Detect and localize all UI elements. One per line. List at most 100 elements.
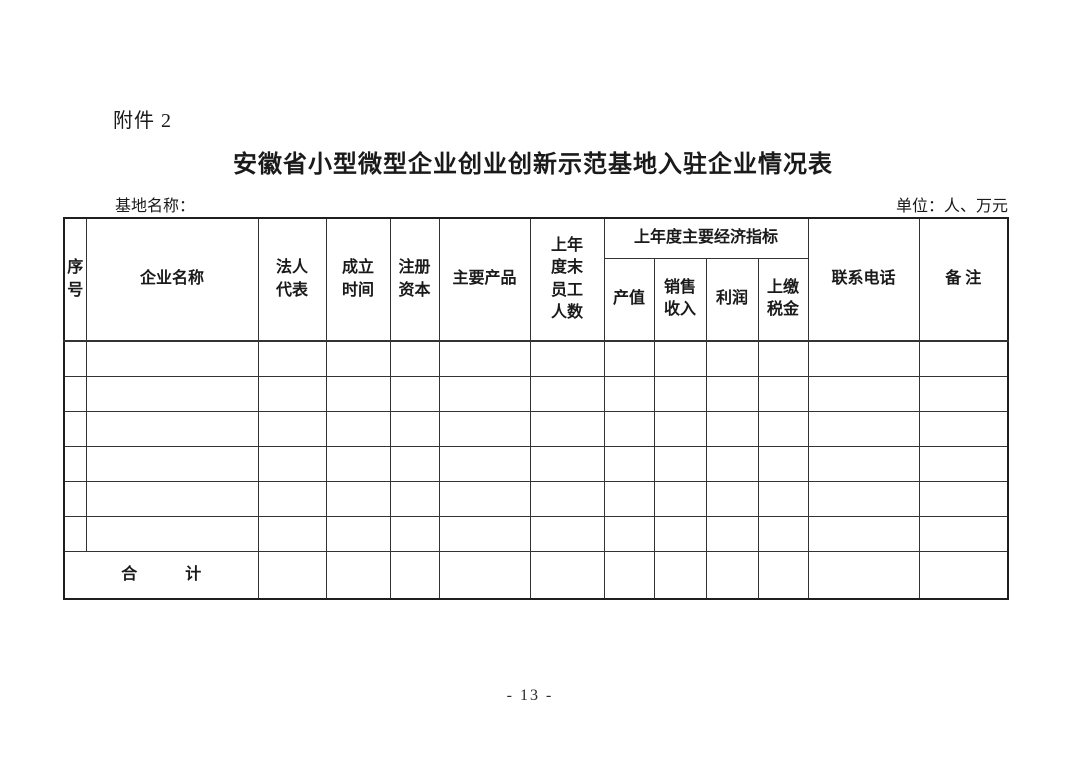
table-cell — [257, 515, 327, 552]
table-cell — [529, 375, 605, 412]
table-cell — [757, 480, 809, 517]
table-cell — [807, 375, 920, 412]
base-name-label: 基地名称： — [115, 198, 196, 215]
table-cell — [389, 410, 440, 447]
table-cell — [63, 445, 87, 482]
table-cell — [257, 445, 327, 482]
table-cell — [757, 445, 809, 482]
total-cell — [438, 550, 531, 600]
col-header-company: 企业名称 — [85, 217, 259, 342]
table-cell — [325, 445, 391, 482]
table-cell — [85, 515, 259, 552]
table-cell — [257, 410, 327, 447]
total-cell — [705, 550, 759, 600]
col-header-legal-rep: 法人 代表 — [257, 217, 327, 342]
table-cell — [603, 515, 655, 552]
table-cell — [918, 480, 1009, 517]
col-header-profit: 利润 — [705, 257, 759, 342]
table-cell — [529, 340, 605, 377]
table-cell — [438, 515, 531, 552]
col-header-founded: 成立 时间 — [325, 217, 391, 342]
table-cell — [918, 340, 1009, 377]
table-cell — [603, 340, 655, 377]
table-cell — [653, 340, 707, 377]
table-cell — [389, 445, 440, 482]
table-cell — [438, 445, 531, 482]
table-cell — [257, 375, 327, 412]
table-cell — [603, 480, 655, 517]
col-header-tax: 上缴 税金 — [757, 257, 809, 342]
table-cell — [325, 340, 391, 377]
table-row — [63, 480, 1009, 517]
table-cell — [85, 410, 259, 447]
col-header-remarks: 备 注 — [918, 217, 1009, 342]
table-cell — [63, 375, 87, 412]
table-cell — [529, 515, 605, 552]
table-cell — [325, 515, 391, 552]
table-cell — [325, 410, 391, 447]
table-footer: 合 计 — [63, 550, 1009, 600]
table-cell — [705, 445, 759, 482]
table-meta-row: 基地名称： 单位：人、万元 — [115, 192, 1008, 216]
table-cell — [529, 410, 605, 447]
table-cell — [85, 480, 259, 517]
table-cell — [653, 445, 707, 482]
table-cell — [807, 480, 920, 517]
table-cell — [757, 410, 809, 447]
table-cell — [603, 410, 655, 447]
table-cell — [918, 515, 1009, 552]
table-cell — [705, 340, 759, 377]
table-cell — [438, 375, 531, 412]
unit-label: 单位：人、万元 — [895, 198, 1008, 215]
col-header-sales: 销售 收入 — [653, 257, 707, 342]
enterprise-table: 序 号 企业名称 法人 代表 成立 时间 注册 资本 主要产品 上年 度末 员工… — [63, 217, 1010, 600]
table-row — [63, 515, 1009, 552]
table-cell — [807, 410, 920, 447]
total-cell — [807, 550, 920, 600]
total-cell — [257, 550, 327, 600]
table-cell — [389, 515, 440, 552]
table-cell — [807, 340, 920, 377]
table-cell — [389, 480, 440, 517]
table-cell — [705, 480, 759, 517]
total-row: 合 计 — [63, 550, 1009, 600]
table-cell — [757, 375, 809, 412]
table-cell — [757, 515, 809, 552]
table-cell — [603, 375, 655, 412]
table-cell — [653, 375, 707, 412]
table-cell — [63, 340, 87, 377]
table-body — [63, 340, 1009, 552]
col-header-capital: 注册 资本 — [389, 217, 440, 342]
table-cell — [85, 445, 259, 482]
table-cell — [257, 480, 327, 517]
table-row — [63, 410, 1009, 447]
table-cell — [705, 410, 759, 447]
table-cell — [257, 340, 327, 377]
document-title: 安徽省小型微型企业创业创新示范基地入驻企业情况表 — [233, 152, 833, 178]
table-cell — [389, 340, 440, 377]
table-cell — [389, 375, 440, 412]
table-row — [63, 340, 1009, 377]
header-row-sub: 产值 销售 收入 利润 上缴 税金 — [64, 257, 1008, 342]
header-row-group: 序 号 企业名称 法人 代表 成立 时间 注册 资本 主要产品 上年 度末 员工… — [63, 217, 1009, 342]
table-cell — [529, 445, 605, 482]
table-cell — [325, 480, 391, 517]
col-group-economic-indicators: 上年度主要经济指标 — [603, 217, 809, 259]
total-cell — [918, 550, 1009, 600]
enterprise-table-wrapper: 序 号 企业名称 法人 代表 成立 时间 注册 资本 主要产品 上年 度末 员工… — [63, 217, 1010, 600]
total-cell — [529, 550, 605, 600]
total-label: 合 计 — [63, 550, 259, 600]
table-cell — [653, 480, 707, 517]
table-cell — [63, 515, 87, 552]
col-header-products: 主要产品 — [438, 217, 531, 342]
col-header-seq: 序 号 — [63, 217, 87, 342]
table-cell — [918, 375, 1009, 412]
table-cell — [653, 410, 707, 447]
table-cell — [63, 410, 87, 447]
table-cell — [438, 480, 531, 517]
table-row — [63, 375, 1009, 412]
table-cell — [705, 375, 759, 412]
table-cell — [807, 445, 920, 482]
col-header-output: 产值 — [603, 257, 655, 342]
table-cell — [325, 375, 391, 412]
